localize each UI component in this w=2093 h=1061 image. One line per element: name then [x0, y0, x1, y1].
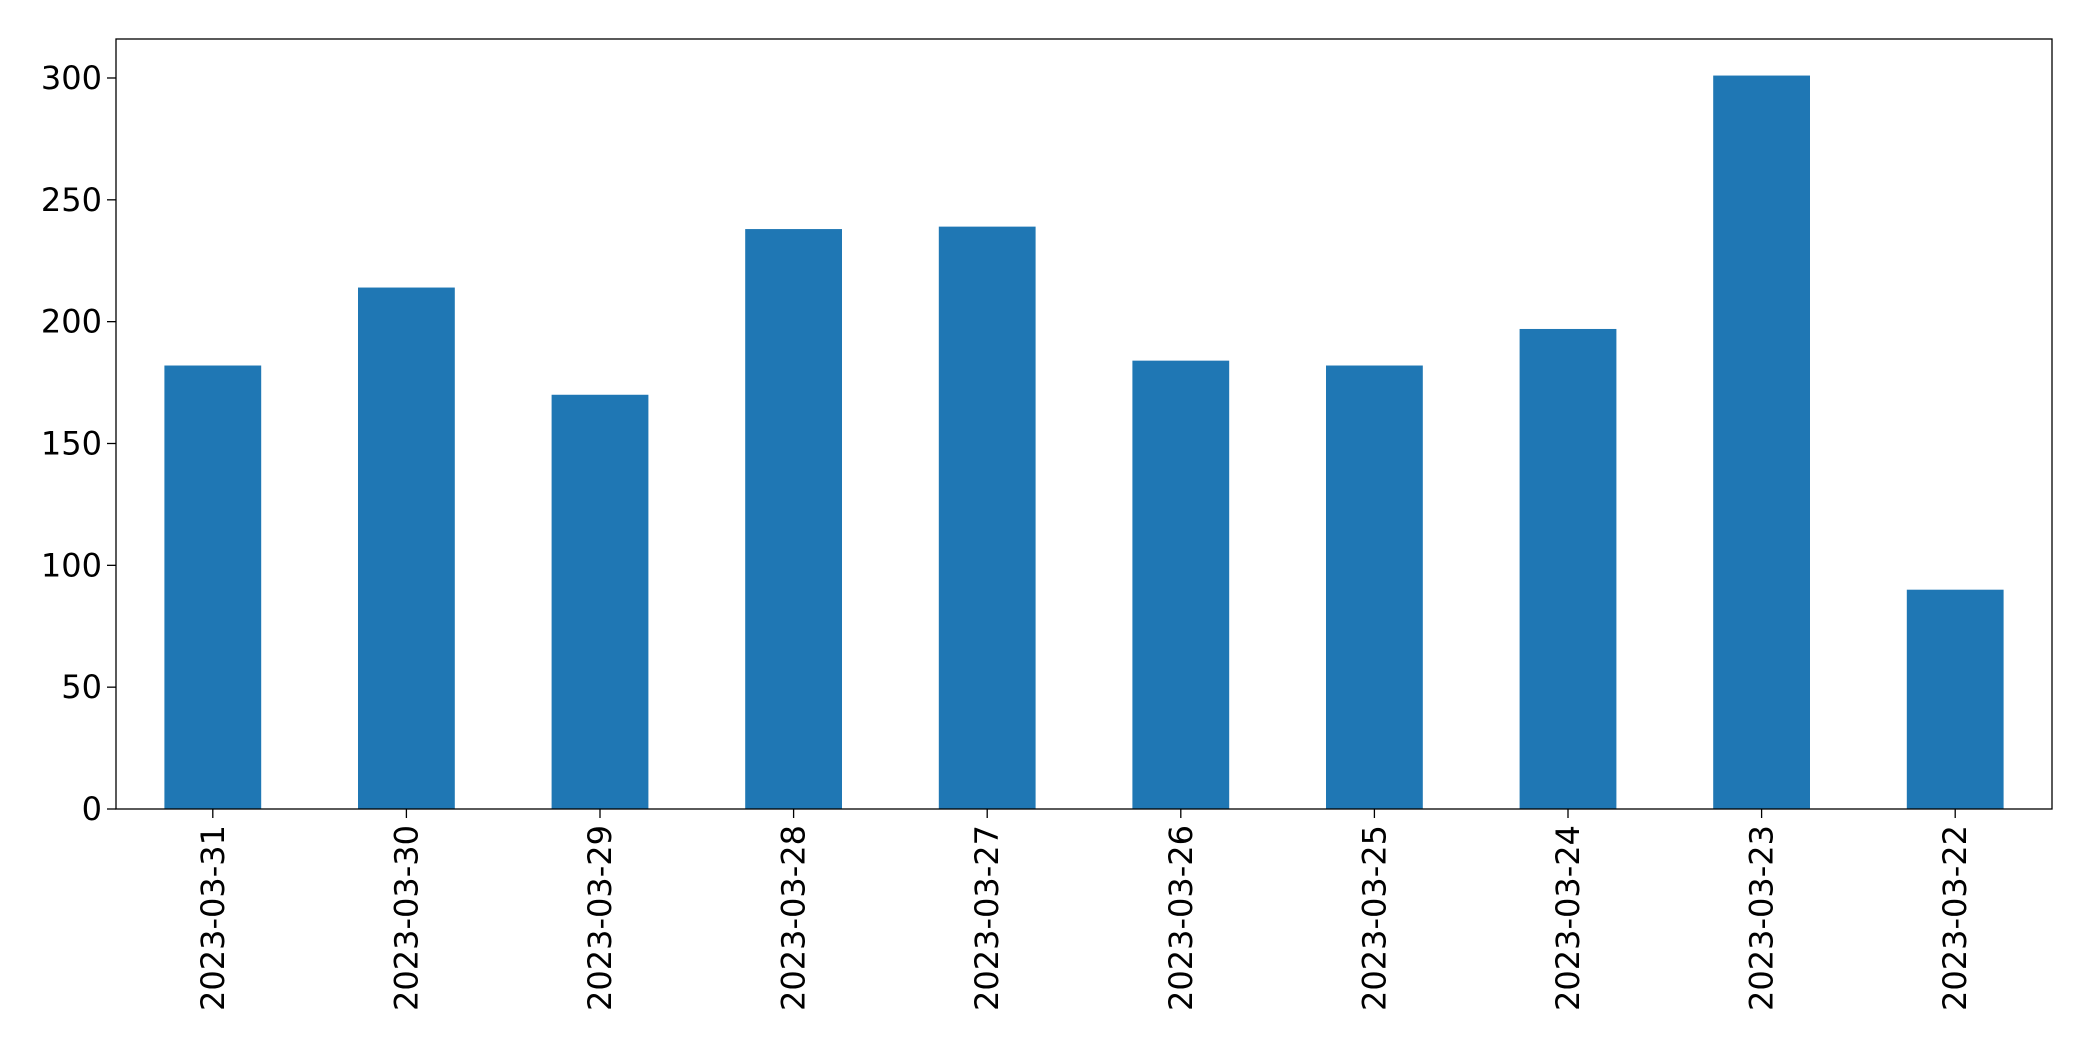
bar: [938, 226, 1036, 809]
y-tick-label: 50: [61, 668, 102, 706]
x-tick-label: 2023-03-31: [194, 825, 232, 1011]
x-tick-label: 2023-03-30: [387, 825, 425, 1011]
x-tick-label: 2023-03-28: [775, 825, 813, 1011]
x-tick-label: 2023-03-23: [1743, 825, 1781, 1011]
x-tick-label: 2023-03-22: [1936, 825, 1974, 1011]
bar: [745, 229, 842, 809]
bar: [164, 365, 262, 809]
x-tick-label: 2023-03-27: [968, 825, 1006, 1011]
y-tick-label: 250: [41, 181, 102, 219]
bar: [1326, 365, 1423, 809]
y-tick-label: 100: [41, 546, 102, 584]
y-tick-label: 150: [41, 424, 102, 462]
x-tick-label: 2023-03-29: [581, 825, 619, 1011]
y-tick-label: 300: [41, 59, 102, 97]
y-tick-label: 200: [41, 303, 102, 341]
x-tick-label: 2023-03-25: [1355, 825, 1393, 1011]
plot-frame: [115, 38, 2053, 810]
bar: [1906, 589, 2004, 809]
x-tick-label: 2023-03-26: [1162, 825, 1200, 1011]
x-tick-label: 2023-03-24: [1549, 825, 1587, 1011]
bar: [1132, 360, 1230, 809]
bar: [1519, 328, 1617, 809]
bar: [358, 287, 455, 809]
y-tick-label: 0: [82, 790, 102, 828]
bar: [1713, 75, 1810, 809]
bar: [551, 394, 649, 809]
